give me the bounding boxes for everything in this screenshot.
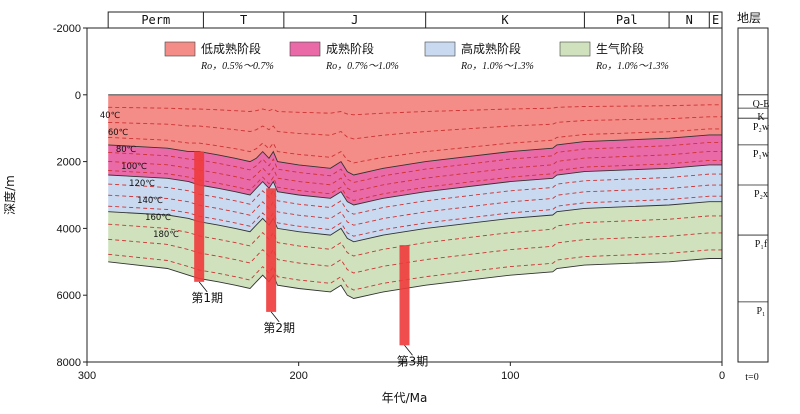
legend-sub-2: Ro，0.7%～1.0% bbox=[325, 61, 399, 72]
episode-bar-2 bbox=[266, 188, 277, 312]
y-tick-label: 2000 bbox=[57, 157, 81, 169]
period-label-perm: Perm bbox=[141, 13, 170, 27]
legend-swatch-1 bbox=[164, 41, 196, 57]
legend-swatch-3 bbox=[424, 41, 456, 57]
period-bar: Perm T J K Pal N E bbox=[107, 11, 723, 29]
stratigraphy-label: P₂w bbox=[753, 122, 770, 133]
temperature-label: 80℃ bbox=[116, 145, 137, 155]
temperature-label: 100℃ bbox=[121, 162, 147, 172]
layer-boundary bbox=[108, 134, 722, 176]
episode-bar-3 bbox=[399, 245, 410, 346]
legend-sub-1: Ro，0.5%～0.7% bbox=[200, 61, 274, 72]
temperature-label: 120℃ bbox=[129, 179, 155, 189]
isotherm-line bbox=[108, 159, 722, 201]
axes: 300 200 100 0 -2000 0 2000 4000 6000 8000 年代/Ma 深度/… bbox=[2, 23, 725, 405]
episode-leader bbox=[270, 311, 280, 323]
isotherm-line bbox=[108, 184, 722, 226]
period-label-pal: Pal bbox=[616, 13, 638, 27]
zone-2 bbox=[108, 134, 722, 205]
temperature-label: 140℃ bbox=[137, 196, 163, 206]
isotherm-line bbox=[108, 249, 722, 291]
y-tick-label: -2000 bbox=[53, 23, 81, 35]
x-tick-label: 100 bbox=[501, 370, 519, 382]
legend-label-4: 生气阶段 bbox=[596, 41, 644, 56]
legend-swatch-4 bbox=[559, 41, 591, 57]
y-axis-label: 深度/m bbox=[2, 175, 17, 215]
legend-sub-4: Ro，1.0%～1.3% bbox=[595, 61, 669, 72]
maturity-zones bbox=[108, 94, 722, 299]
stratigraphy-label: P₁f bbox=[755, 239, 768, 250]
isotherm-line bbox=[108, 195, 722, 237]
y-tick-label: 4000 bbox=[57, 223, 81, 235]
period-label-n: N bbox=[686, 13, 693, 27]
zone-3 bbox=[108, 164, 722, 242]
x-tick-label: 300 bbox=[78, 370, 96, 382]
isotherm-line bbox=[108, 104, 722, 116]
isotherm-line bbox=[108, 141, 722, 183]
isotherm-line bbox=[108, 173, 722, 215]
legend-label-1: 低成熟阶段 bbox=[201, 41, 261, 56]
stratigraphy-label: P₂x bbox=[754, 189, 768, 200]
legend-label-2: 成熟阶段 bbox=[326, 41, 374, 56]
temperature-label: 60℃ bbox=[108, 128, 129, 138]
period-bar-box bbox=[107, 11, 723, 29]
legend-swatch-2 bbox=[289, 41, 321, 57]
episode-label-1: 第1期 bbox=[191, 291, 223, 305]
zone-4 bbox=[108, 201, 722, 299]
layer-boundary bbox=[108, 258, 722, 299]
y-tick-label: 8000 bbox=[57, 357, 81, 369]
isotherm-line bbox=[108, 116, 722, 140]
layer-boundary bbox=[108, 164, 722, 206]
isotherm-lines bbox=[108, 104, 722, 291]
legend: 低成熟阶段 Ro，0.5%～0.7% 成熟阶段 Ro，0.7%～1.0% 高成熟阶段 Ro… bbox=[164, 41, 669, 72]
layer-boundaries bbox=[108, 94, 722, 299]
stratigraphy-label: P₁w bbox=[753, 149, 770, 160]
temperature-labels: 40℃ 60℃ 80℃ 100℃ 120℃ 140℃ 160℃ 180℃ bbox=[100, 111, 180, 240]
stratigraphy-box bbox=[737, 27, 769, 363]
temperature-label: 180℃ bbox=[153, 230, 179, 240]
episode-leader bbox=[198, 281, 208, 293]
temperature-label: 160℃ bbox=[145, 213, 171, 223]
stratigraphy-label: K bbox=[757, 112, 765, 123]
zone-1 bbox=[108, 94, 722, 175]
isotherm-line bbox=[108, 150, 722, 192]
stratigraphy-label: Q-E bbox=[753, 99, 770, 110]
isotherm-line bbox=[108, 128, 722, 164]
y-tick-label: 6000 bbox=[57, 290, 81, 302]
episode-leader bbox=[404, 345, 413, 356]
x-axis-label: 年代/Ma bbox=[382, 391, 428, 405]
stratigraphy-bottom-label: t=0 bbox=[745, 372, 758, 383]
episode-label-3: 第3期 bbox=[397, 354, 429, 368]
stratigraphy-title: 地层 bbox=[737, 11, 761, 25]
period-label-j: J bbox=[351, 13, 358, 27]
period-label-e: E bbox=[712, 13, 719, 27]
stratigraphy-label: P₁ bbox=[756, 306, 765, 317]
isotherm-line bbox=[108, 232, 722, 274]
temperature-label: 40℃ bbox=[100, 111, 121, 121]
isotherm-line bbox=[108, 215, 722, 257]
x-tick-label: 0 bbox=[719, 370, 725, 382]
legend-sub-3: Ro，1.0%～1.3% bbox=[460, 61, 534, 72]
episode-label-2: 第2期 bbox=[263, 321, 295, 335]
x-tick-label: 200 bbox=[289, 370, 307, 382]
period-label-k: K bbox=[501, 13, 509, 27]
episode-bar-1 bbox=[194, 151, 205, 282]
y-tick-label: 0 bbox=[75, 90, 81, 102]
legend-label-3: 高成熟阶段 bbox=[461, 41, 521, 56]
layer-boundary bbox=[108, 201, 722, 243]
period-label-t: T bbox=[240, 13, 247, 27]
